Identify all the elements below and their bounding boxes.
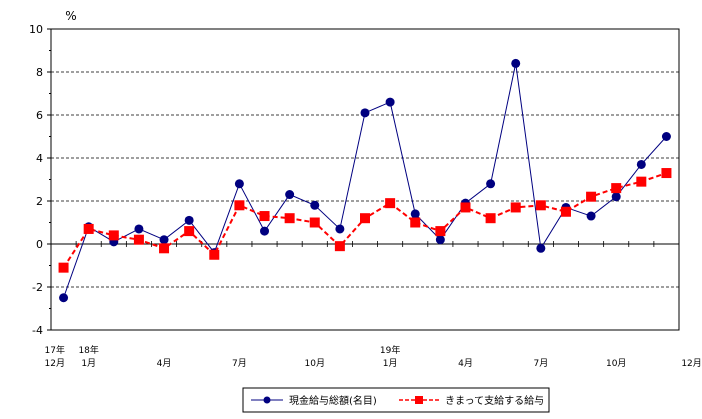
data-point-series-2 (460, 202, 471, 213)
data-point-series-2 (209, 249, 220, 260)
y-tick-label: -2 (32, 281, 43, 294)
x-tick-label-month: 7月 (232, 358, 247, 369)
data-point-series-1 (360, 108, 370, 118)
data-point-series-1 (134, 224, 144, 234)
data-point-series-1 (184, 215, 194, 225)
legend-box (242, 387, 550, 413)
data-point-series-1 (661, 132, 671, 141)
y-tick-label: 2 (36, 195, 43, 208)
plot-area (50, 28, 680, 331)
data-point-series-2 (410, 217, 421, 228)
data-point-series-1 (636, 159, 646, 169)
x-tick-label-month: 10月 (606, 358, 626, 369)
x-tick-label-month: 12月 (681, 358, 701, 369)
data-point-series-2 (435, 226, 446, 237)
data-point-series-2 (133, 234, 144, 245)
data-point-series-1 (410, 209, 420, 219)
x-tick-label-month: 1月 (383, 358, 398, 369)
y-tick-label: 10 (29, 23, 43, 36)
data-point-series-2 (83, 223, 94, 234)
data-point-series-1 (285, 190, 295, 200)
y-tick-label: 8 (36, 66, 43, 79)
data-point-series-1 (335, 224, 345, 234)
y-tick-label: 4 (36, 152, 43, 165)
legend-label-series-1: 現金給与総額(名目) (289, 394, 377, 407)
data-point-series-1 (234, 179, 244, 189)
x-tick-label-year: 17年 (45, 344, 65, 356)
y-tick-label: -4 (32, 324, 43, 337)
data-point-series-1 (435, 235, 445, 245)
data-point-series-2 (385, 198, 396, 209)
x-tick-label-month: 12月 (45, 358, 65, 369)
data-point-series-1 (511, 58, 521, 68)
data-point-series-2 (259, 211, 270, 222)
data-point-series-2 (284, 213, 295, 224)
x-tick-label-year: 18年 (78, 344, 98, 356)
data-point-series-2 (560, 206, 571, 217)
data-point-series-1 (586, 211, 596, 221)
data-point-series-1 (59, 293, 69, 303)
data-point-series-2 (159, 243, 170, 254)
data-point-series-2 (334, 241, 345, 252)
data-point-series-2 (360, 213, 370, 224)
legend-label-series-2: きまって支給する給与 (445, 394, 544, 407)
data-point-series-2 (184, 226, 195, 237)
x-tick-label-year: 19年 (380, 344, 400, 356)
data-point-series-2 (611, 183, 622, 194)
series-line-1 (63, 63, 667, 298)
legend-marker-series-2 (415, 396, 423, 404)
x-tick-label-month: 4月 (157, 358, 172, 369)
data-point-series-1 (611, 192, 621, 202)
data-point-series-2 (636, 176, 647, 187)
data-point-series-2 (58, 262, 69, 273)
y-unit-label: % (65, 9, 76, 23)
data-point-series-2 (234, 200, 245, 211)
data-point-series-1 (310, 200, 320, 210)
x-tick-label-month: 7月 (533, 358, 548, 369)
data-point-series-1 (486, 179, 496, 189)
x-tick-label-month: 4月 (458, 358, 473, 369)
y-tick-label: 6 (36, 109, 43, 122)
legend-marker-series-1 (263, 396, 271, 404)
data-point-series-2 (535, 200, 546, 211)
data-point-series-2 (510, 202, 521, 213)
data-point-series-1 (260, 226, 270, 236)
x-tick-label-month: 1月 (81, 358, 96, 369)
data-point-series-1 (385, 97, 395, 107)
data-point-series-1 (536, 243, 546, 253)
data-point-series-2 (108, 230, 119, 241)
data-point-series-2 (586, 191, 597, 202)
data-point-series-2 (485, 213, 496, 224)
data-point-series-2 (661, 168, 672, 179)
y-tick-label: 0 (36, 238, 43, 251)
data-point-series-2 (309, 217, 320, 228)
x-tick-label-month: 10月 (305, 358, 325, 369)
data-point-series-1 (159, 235, 169, 245)
